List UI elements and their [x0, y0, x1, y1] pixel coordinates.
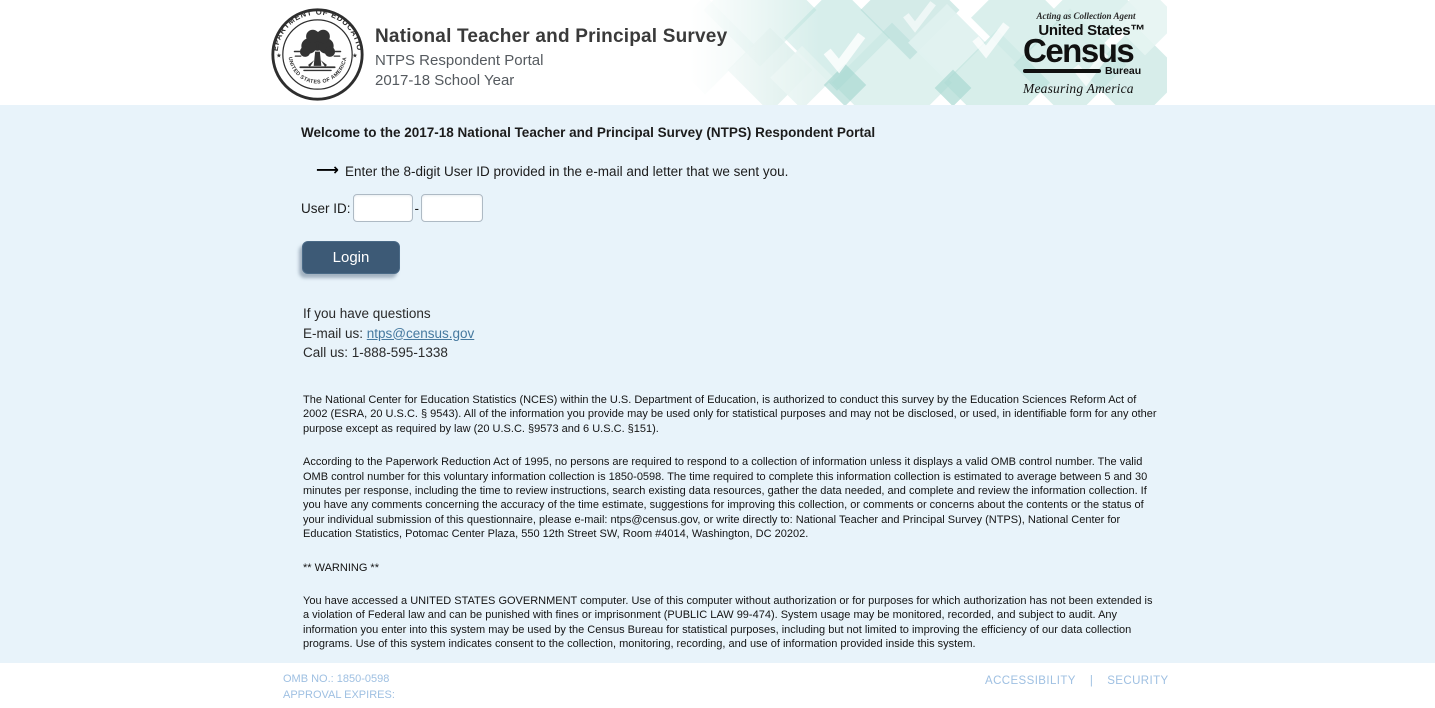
right-arrow-icon: ⟶: [316, 162, 339, 179]
instruction-text: Enter the 8-digit User ID provided in th…: [344, 163, 789, 179]
legal-paragraph-paperwork: According to the Paperwork Reduction Act…: [303, 456, 1148, 541]
department-of-education-seal: DEPARTMENT OF EDUCATION UNITED STATES OF…: [270, 7, 364, 101]
page-footer: OMB NO.: 1850-0598 APPROVAL EXPIRES: ACC…: [0, 663, 1435, 708]
user-id-separator: -: [414, 200, 420, 216]
user-id-input-part1[interactable]: [352, 194, 413, 222]
user-id-row: User ID: -: [301, 193, 484, 223]
portal-subtitle: NTPS Respondent Portal: [375, 52, 544, 69]
legal-notices: The National Center for Education Statis…: [303, 393, 1159, 671]
census-united-states: United States™: [1038, 22, 1145, 39]
school-year-subtitle: 2017-18 School Year: [375, 71, 515, 89]
user-id-label: User ID:: [301, 200, 351, 216]
census-tagline: Acting as Collection Agent: [1036, 11, 1136, 21]
census-motto: Measuring America: [1023, 81, 1134, 97]
user-id-input-part2[interactable]: [421, 194, 484, 222]
warning-heading: ** WARNING **: [303, 561, 379, 574]
warning-paragraph: You have accessed a UNITED STATES GOVERN…: [303, 595, 1153, 651]
census-underline-bar: [1023, 69, 1101, 74]
seal-tree-icon: [293, 29, 342, 72]
omb-number: OMB NO.: 1850-0598: [283, 673, 390, 685]
seal-star-right: ★: [352, 52, 358, 59]
main-content-area: Welcome to the 2017-18 National Teacher …: [0, 105, 1435, 663]
footer-divider: |: [1089, 675, 1094, 687]
header-diamond-pattern: [690, 0, 1167, 105]
census-bureau-label: Bureau: [1105, 65, 1142, 78]
legal-paragraph-nces: The National Center for Education Statis…: [303, 394, 1157, 435]
email-label: E-mail us:: [303, 325, 367, 341]
email-link[interactable]: ntps@census.gov: [366, 325, 475, 341]
page-header: DEPARTMENT OF EDUCATION UNITED STATES OF…: [0, 0, 1435, 105]
welcome-heading: Welcome to the 2017-18 National Teacher …: [301, 125, 876, 140]
call-line: Call us: 1-888-595-1338: [303, 345, 448, 360]
contact-block: If you have questions E-mail us: ntps@ce…: [303, 304, 474, 363]
login-button[interactable]: Login: [302, 241, 400, 274]
security-link[interactable]: SECURITY: [1107, 675, 1169, 687]
census-bureau-logo: Acting as Collection Agent United States…: [1023, 11, 1149, 97]
seal-star-left: ★: [276, 52, 282, 59]
approval-expires: APPROVAL EXPIRES:: [283, 689, 395, 701]
page-title: National Teacher and Principal Survey: [375, 26, 728, 47]
questions-heading: If you have questions: [303, 306, 431, 321]
email-line: E-mail us: ntps@census.gov: [303, 324, 474, 344]
instruction-line: ⟶ Enter the 8-digit User ID provided in …: [316, 163, 788, 179]
accessibility-link[interactable]: ACCESSIBILITY: [985, 675, 1076, 687]
omb-block: OMB NO.: 1850-0598 APPROVAL EXPIRES:: [283, 671, 395, 703]
census-wordmark: Census: [1023, 32, 1135, 69]
header-title-block: National Teacher and Principal Survey NT…: [375, 26, 727, 90]
